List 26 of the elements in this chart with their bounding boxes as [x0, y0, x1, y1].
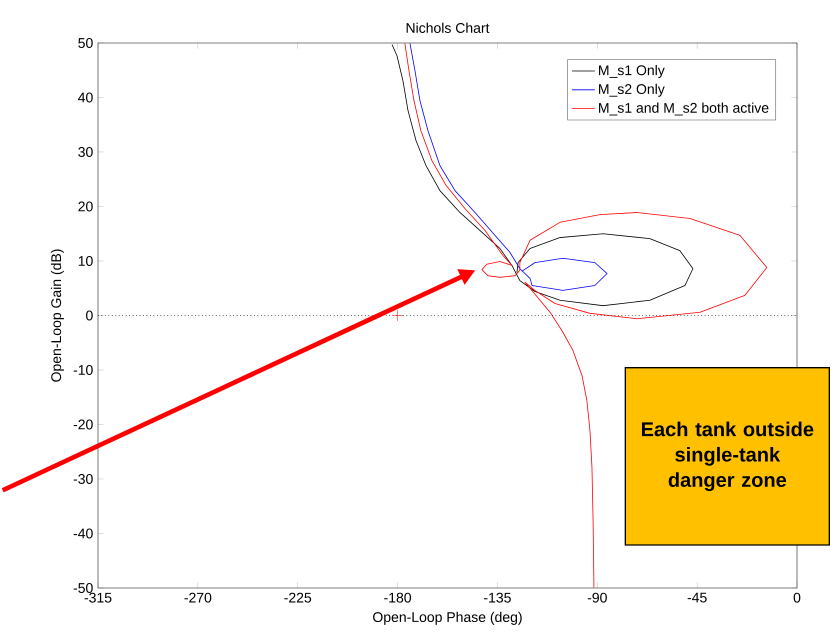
legend-label: M_s2 Only: [599, 84, 665, 97]
y-tick-label: 20: [78, 202, 93, 212]
x-tick-label: -135: [484, 592, 511, 603]
y-tick-label: 50: [78, 38, 93, 48]
y-tick-label: -20: [74, 420, 93, 430]
x-axis-title: Open-Loop Phase (deg): [373, 612, 522, 625]
x-tick-label: -45: [688, 592, 707, 602]
y-tick-label: -40: [74, 528, 93, 538]
legend-label: M_s1 Only: [599, 64, 665, 78]
y-tick-label: 40: [78, 92, 93, 102]
x-tick-label: -90: [588, 592, 607, 603]
y-axis-title: Open-Loop Gain (dB): [50, 249, 64, 382]
legend-label: M_s1 and M_s2 both active: [599, 102, 768, 116]
y-tick-label: 0: [86, 310, 93, 320]
y-tick-label: 30: [78, 147, 93, 157]
y-tick-label: 10: [78, 256, 93, 266]
x-tick-label: 0: [794, 592, 800, 603]
x-tick-label: -225: [284, 592, 312, 603]
x-tick-label: -270: [184, 592, 212, 603]
annotation: Each tank outside single-tank danger zone: [642, 422, 814, 492]
chart-title: Nichols Chart: [406, 22, 490, 33]
y-tick-label: -50: [74, 583, 93, 593]
x-tick-label: -180: [384, 592, 412, 603]
y-tick-label: -30: [74, 474, 93, 484]
y-tick-label: -10: [74, 365, 93, 375]
x-tick-label: -315: [84, 592, 112, 603]
